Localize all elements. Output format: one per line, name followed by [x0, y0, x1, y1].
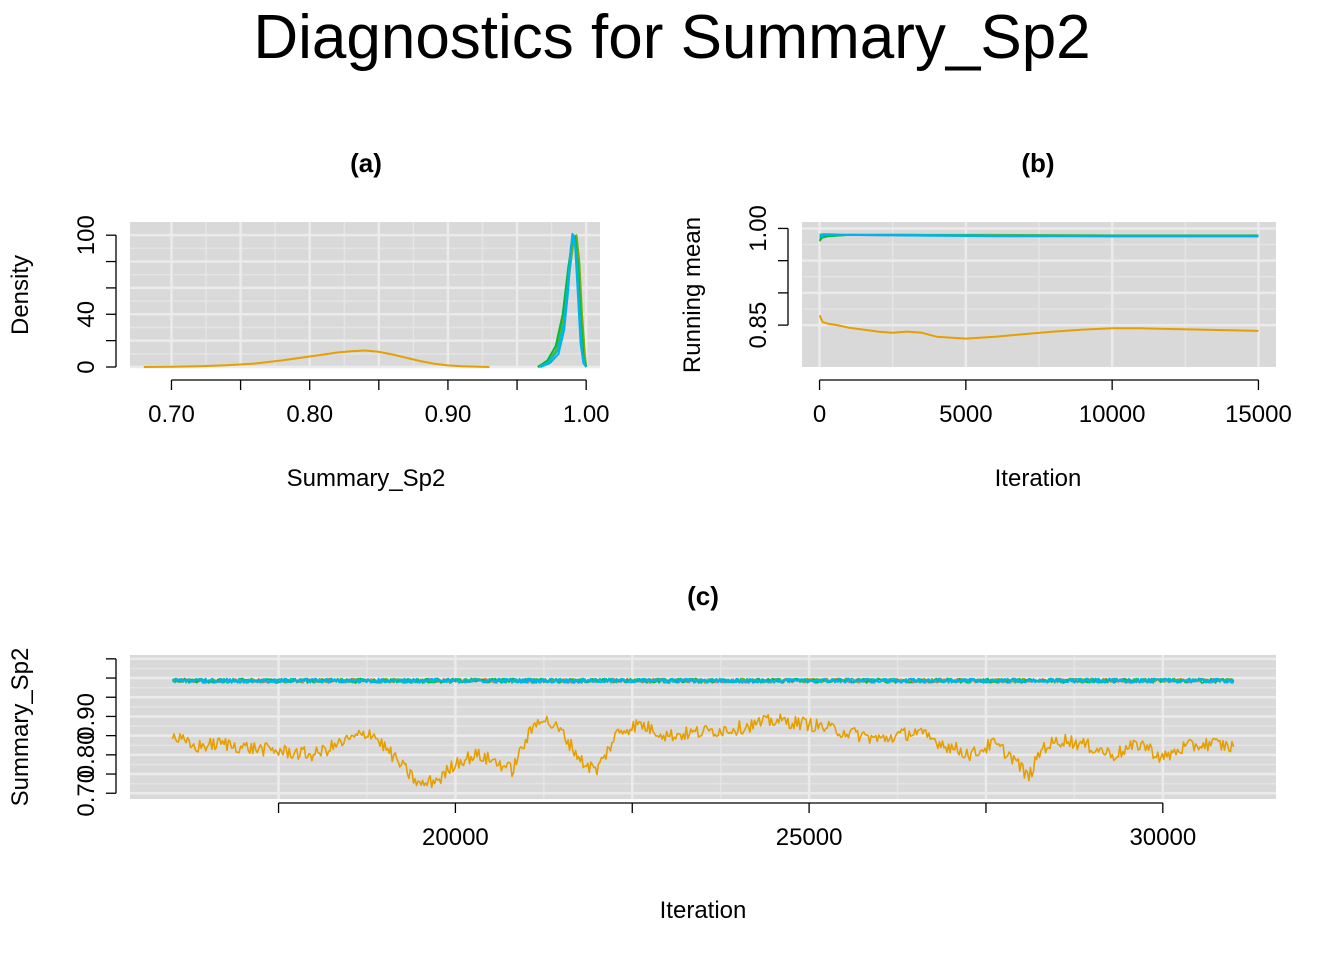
x-tick-label: 0.80 [286, 401, 333, 428]
chain-line-6 [818, 314, 1259, 340]
x-tick-label: 1.00 [563, 401, 610, 428]
page-title: Diagnostics for Summary_Sp2 [253, 3, 1091, 72]
x-tick-label: 5000 [939, 401, 992, 428]
y-tick-label: 100 [73, 215, 100, 255]
chain-line-6 [143, 349, 490, 368]
y-tick-label: 40 [73, 301, 100, 328]
x-tick-label: 15000 [1225, 401, 1292, 428]
panel-title: (c) [687, 581, 719, 611]
x-tick-label: 25000 [776, 824, 843, 851]
x-tick-label: 30000 [1129, 824, 1196, 851]
x-axis-label: Iteration [995, 465, 1082, 492]
chart-panel-b: 0 5000 10000 15000 0.85 1.00 (b) Iteration Runni… [679, 148, 1292, 492]
plot-background [130, 222, 600, 367]
y-axis-label: Running mean [679, 217, 706, 373]
chain-line-5 [819, 233, 1259, 238]
y-axis-label: Density [7, 255, 34, 335]
y-tick-label: 0.90 [73, 693, 100, 740]
panel-title: (b) [1021, 148, 1054, 178]
x-tick-label: 0 [813, 401, 826, 428]
y-tick-label: 0.80 [73, 731, 100, 778]
plot-background [130, 655, 1276, 799]
y-axis-label: Summary_Sp2 [7, 648, 34, 807]
chart-panel-c: 20000 25000 30000 0.700.800.90 (c) Iteration S… [7, 581, 1276, 924]
chain-line-5 [171, 677, 1235, 684]
y-tick-label: 0 [73, 360, 100, 373]
x-axis-label: Iteration [660, 897, 747, 924]
y-tick-label: 0.70 [73, 770, 100, 817]
panel-title: (a) [350, 148, 382, 178]
chart-panel-a: 0.70 0.80 0.90 1.00 0 40 100 (a) Summary_Sp2 Dens… [7, 148, 610, 492]
x-tick-label: 0.90 [425, 401, 472, 428]
chain-line-6 [171, 713, 1235, 789]
chain-line-5 [540, 232, 588, 368]
x-tick-label: 10000 [1079, 401, 1146, 428]
x-axis-label: Summary_Sp2 [287, 465, 446, 492]
x-tick-label: 0.70 [148, 401, 195, 428]
y-tick-label: 1.00 [745, 205, 772, 252]
y-tick-label: 0.85 [745, 302, 772, 349]
x-tick-label: 20000 [422, 824, 489, 851]
